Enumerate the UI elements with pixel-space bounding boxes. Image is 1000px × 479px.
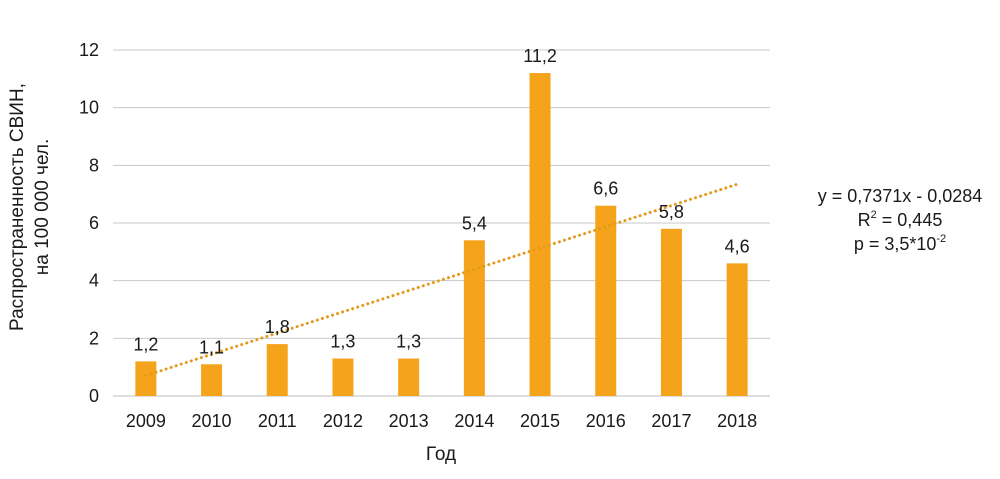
data-label: 11,2 — [523, 46, 557, 66]
y-tick-label: 0 — [89, 386, 99, 406]
bar — [332, 358, 354, 396]
trendline-annotation: y = 0,7371x - 0,0284 R2 = 0,445 p = 3,5*… — [790, 184, 1000, 256]
y-tick-label: 8 — [89, 155, 99, 175]
x-tick-label: 2015 — [520, 411, 560, 431]
x-tick-label: 2018 — [717, 411, 757, 431]
data-label: 1,3 — [330, 332, 355, 352]
trend-equation: y = 0,7371x - 0,0284 — [817, 186, 983, 206]
y-tick-label: 2 — [89, 328, 99, 348]
data-label: 6,6 — [593, 179, 618, 199]
trendline — [144, 182, 739, 378]
y-axis-ticks: 0 2 4 6 8 10 12 — [79, 40, 99, 406]
data-label: 5,8 — [659, 202, 684, 222]
p-value: p = 3,5*10-2 — [853, 233, 947, 255]
x-tick-label: 2014 — [454, 411, 494, 431]
bar — [529, 73, 551, 397]
data-label: 1,3 — [396, 332, 421, 352]
data-labels: 1,2 1,1 1,8 1,3 1,3 5,4 11,2 6,6 5,8 4,6 — [133, 46, 749, 357]
bar — [595, 205, 617, 396]
y-tick-label: 4 — [89, 271, 99, 291]
x-axis-ticks: 2009 2010 2011 2012 2013 2014 2015 2016 2017 2018 — [126, 411, 757, 431]
y-tick-label: 10 — [79, 98, 99, 118]
r-squared: R2 = 0,445 — [857, 209, 943, 231]
bar — [463, 240, 485, 396]
x-tick-label: 2017 — [651, 411, 691, 431]
y-tick-label: 12 — [79, 40, 99, 60]
y-axis-title-line2: на 100 000 чел. — [32, 139, 53, 276]
bar — [398, 358, 420, 396]
data-label: 4,6 — [725, 236, 750, 256]
x-tick-label: 2016 — [586, 411, 626, 431]
trendline-group — [144, 182, 739, 378]
x-axis-title: Год — [426, 444, 456, 465]
x-tick-label: 2011 — [258, 411, 297, 431]
bar — [135, 361, 157, 396]
bar — [201, 364, 223, 396]
data-label: 1,8 — [265, 317, 290, 337]
data-label: 1,1 — [199, 337, 224, 357]
x-tick-label: 2010 — [192, 411, 232, 431]
bar — [726, 263, 748, 396]
bar — [266, 344, 288, 396]
bar — [660, 228, 682, 396]
gridlines — [113, 49, 770, 397]
x-tick-label: 2013 — [389, 411, 429, 431]
data-label: 1,2 — [133, 334, 158, 354]
bars — [135, 73, 748, 397]
y-tick-label: 6 — [89, 213, 99, 233]
x-tick-label: 2009 — [126, 411, 166, 431]
y-axis-title-line1: Распространенность СВИН, — [7, 83, 28, 331]
x-tick-label: 2012 — [323, 411, 363, 431]
data-label: 5,4 — [462, 213, 487, 233]
